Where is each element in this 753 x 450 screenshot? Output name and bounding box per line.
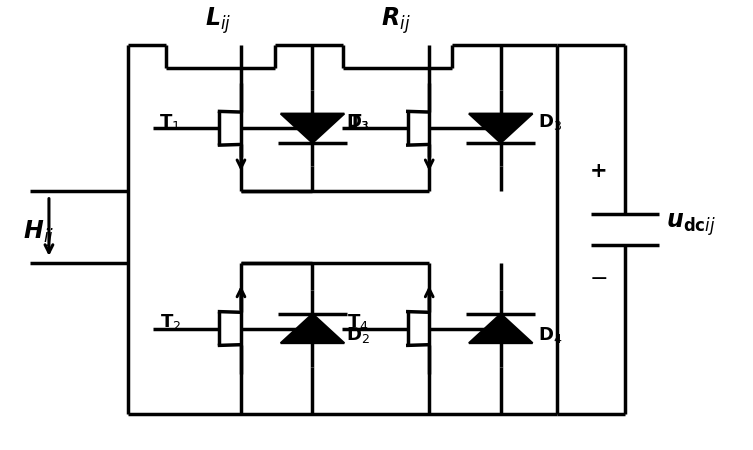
- Text: $\mathbf{D}_3$: $\mathbf{D}_3$: [538, 112, 562, 131]
- Text: T$_2$: T$_2$: [160, 312, 181, 332]
- Text: +: +: [590, 161, 608, 181]
- Polygon shape: [281, 314, 344, 343]
- Text: $\mathbf{D}_1$: $\mathbf{D}_1$: [346, 112, 370, 131]
- Text: $\boldsymbol{R}_{ij}$: $\boldsymbol{R}_{ij}$: [380, 5, 410, 36]
- Text: T$_4$: T$_4$: [347, 312, 369, 332]
- Text: $\boldsymbol{u}_{\mathbf{dc}ij}$: $\boldsymbol{u}_{\mathbf{dc}ij}$: [666, 212, 716, 239]
- Text: $\mathbf{D}_2$: $\mathbf{D}_2$: [346, 325, 370, 345]
- Polygon shape: [469, 113, 532, 143]
- Text: $\mathbf{D}_4$: $\mathbf{D}_4$: [538, 325, 562, 345]
- Text: T$_1$: T$_1$: [160, 112, 181, 131]
- Polygon shape: [469, 314, 532, 343]
- Text: T$_3$: T$_3$: [348, 112, 369, 131]
- Polygon shape: [281, 113, 344, 143]
- Text: $-$: $-$: [590, 267, 608, 287]
- Text: $\boldsymbol{H}_{ij}$: $\boldsymbol{H}_{ij}$: [23, 219, 53, 249]
- Text: $\boldsymbol{L}_{ij}$: $\boldsymbol{L}_{ij}$: [205, 5, 232, 36]
